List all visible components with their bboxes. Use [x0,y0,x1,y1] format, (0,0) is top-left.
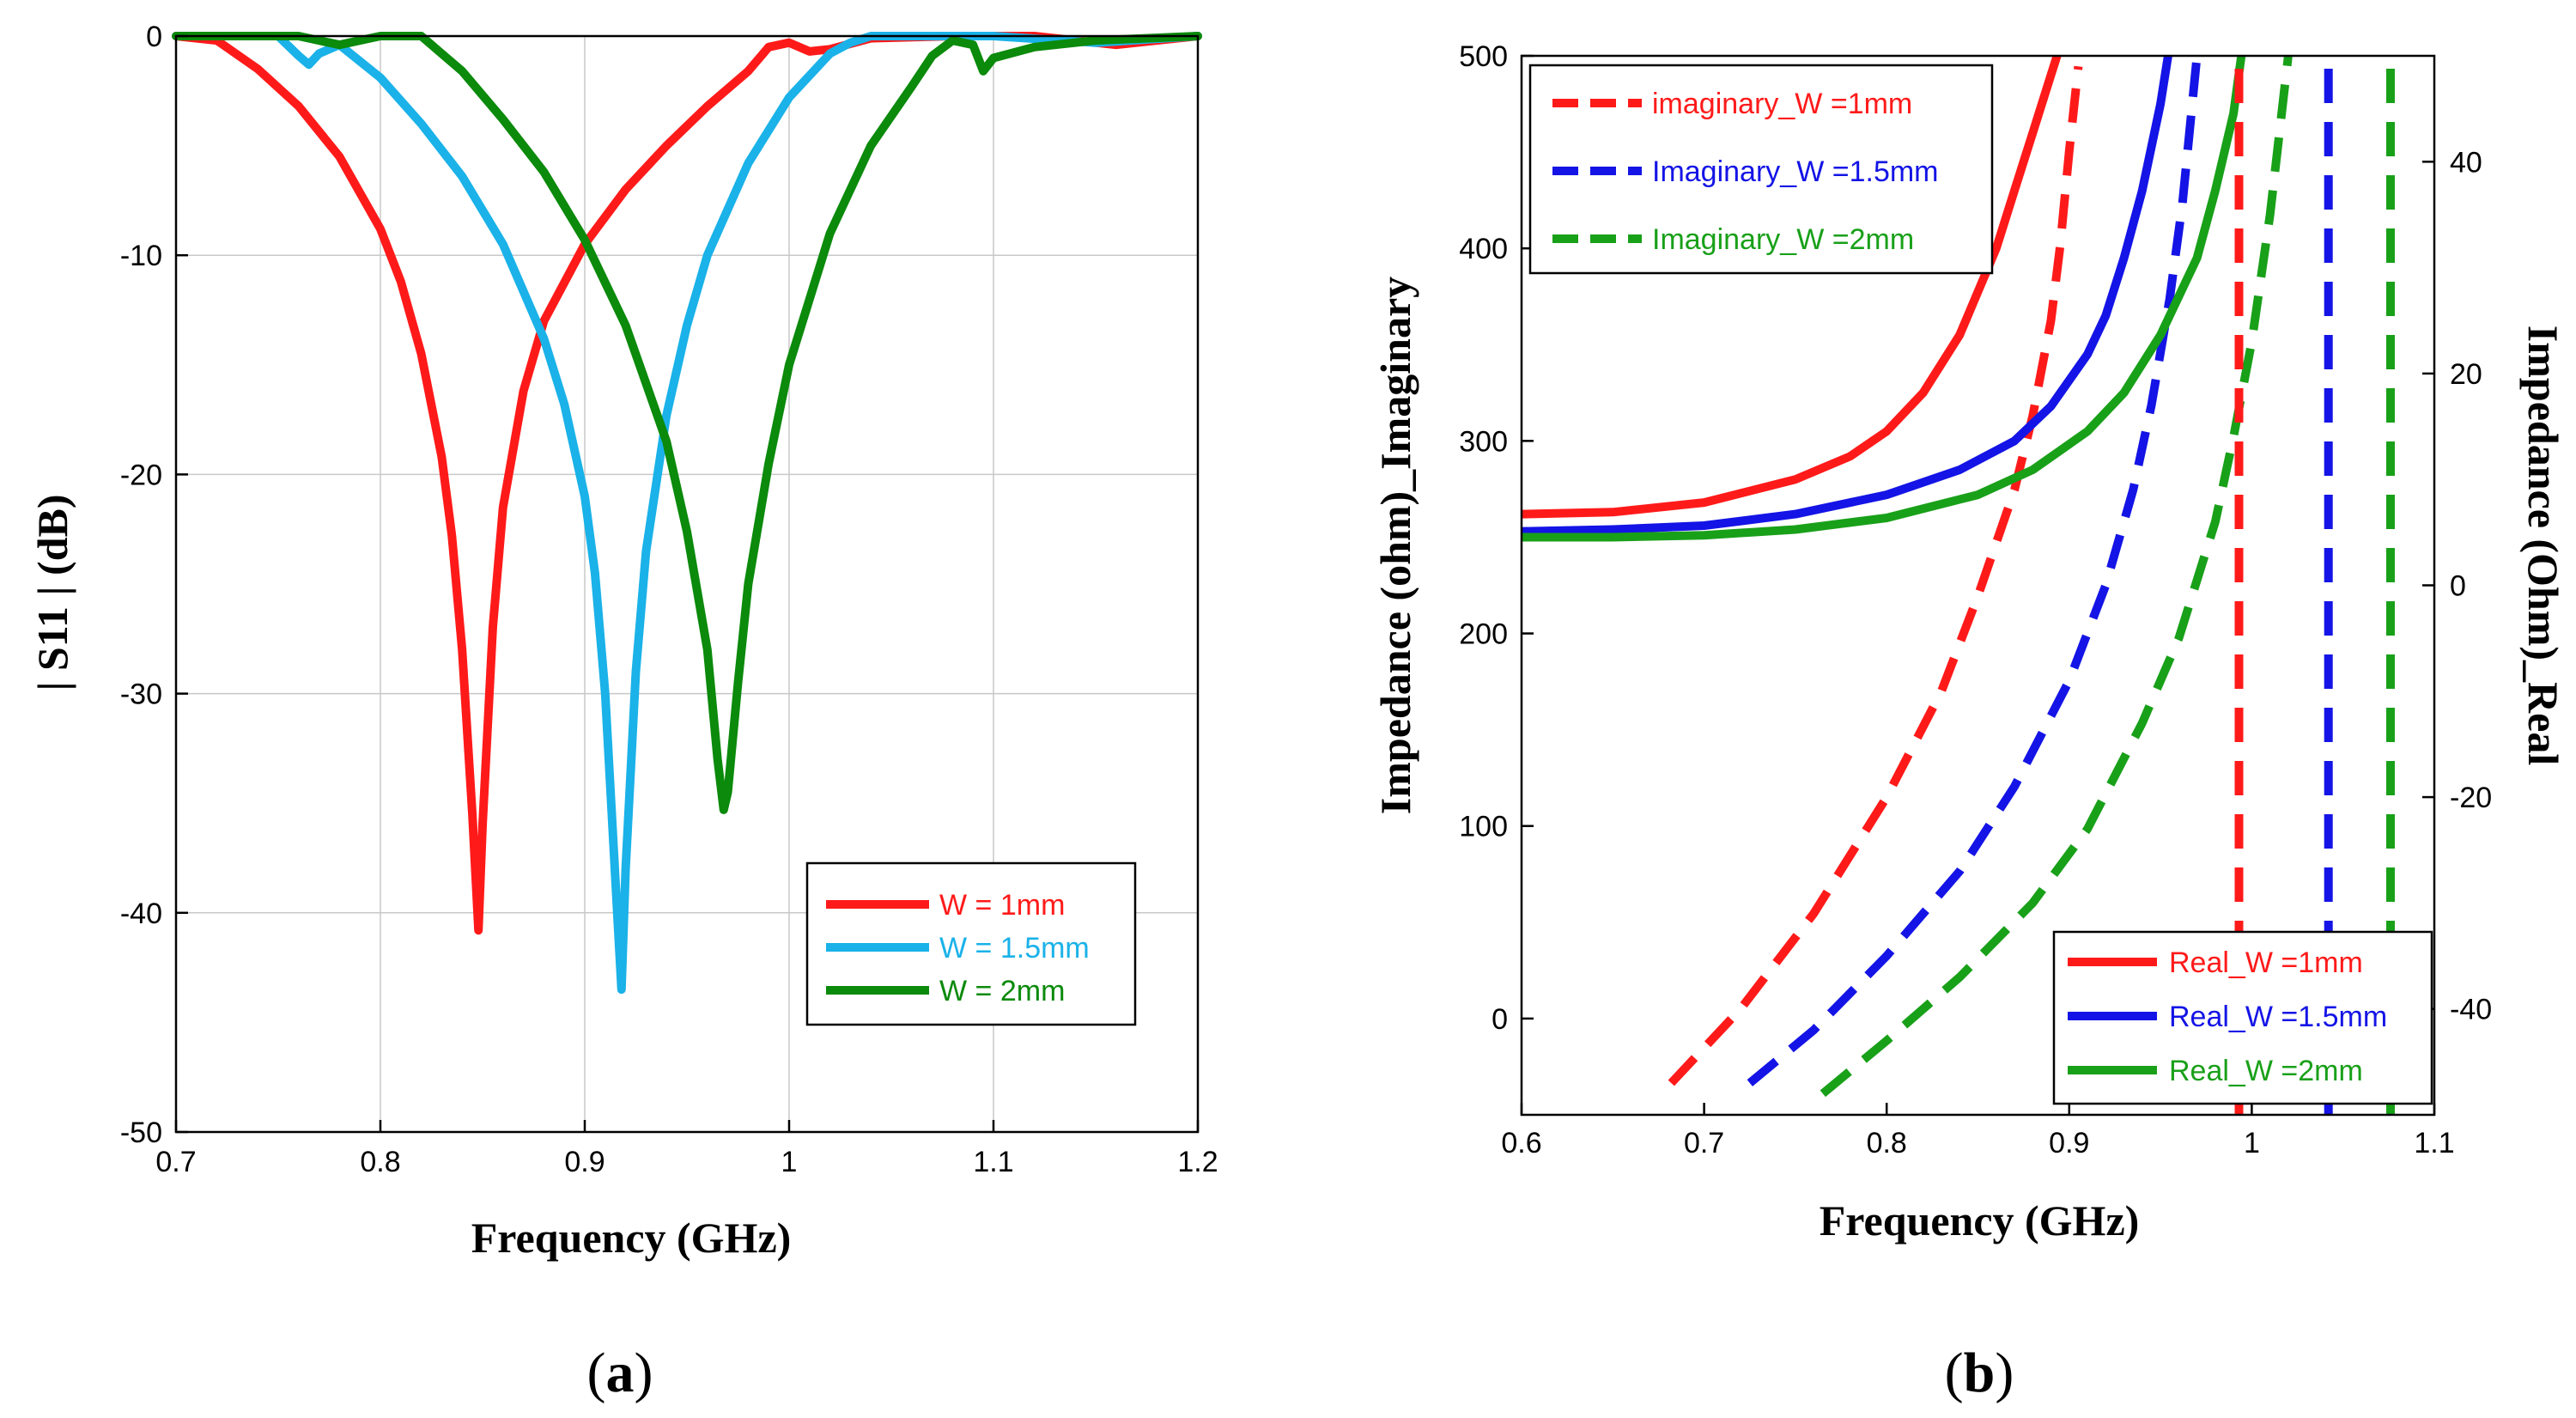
panel-b-left-y-tick-label: 0 [1492,1003,1508,1036]
panel-b-series-line-5 [1522,56,2172,536]
panel-b-right-y-tick-label: -40 [2450,994,2492,1026]
panel-a-y-axis-title: | S11 | (dB) [28,494,76,691]
panel-b-series-line-6 [1522,56,2246,542]
panel-b-right-y-tick-label: 0 [2450,570,2466,603]
panel-a-plot-frame [174,34,1200,1134]
panel-b-series-line-2 [1747,56,2202,1086]
panel-b-legend-label: Real_W =2mm [2169,1055,2363,1087]
panel-b-caption: (b) [1945,1342,2014,1404]
panel-b-legend-label: Imaginary_W =2mm [1652,223,1914,256]
panel-a-y-tick-label: -50 [120,1117,162,1149]
panel-a-series-line-1 [172,32,1202,935]
panel-a-y-tick-label: -20 [120,459,162,491]
panel-b-left-y-tick-label: 300 [1459,425,1508,458]
panel-a-y-ticks: 0 -10 -20 -30 -40 -50 [120,21,188,1149]
panel-a: 0.7 0.8 0.9 1 1.1 1.2 0 -10 -20 -30 -40 -50 Freque… [28,21,1218,1404]
panel-b-caption-letter: b [1964,1342,1996,1404]
panel-b-x-tick-label: 0.7 [1684,1127,1724,1159]
panel-a-caption-letter: a [606,1342,635,1404]
panel-b-x-tick-label: 0.6 [1501,1127,1541,1159]
panel-b-right-y-ticks: 40 20 0 -20 -40 [2422,146,2492,1026]
panel-a-grid [176,36,1198,1132]
panel-a-y-tick-label: -30 [120,679,162,711]
panel-a-x-tick-label: 1.2 [1177,1146,1218,1178]
panel-b-legend-top-left: imaginary_W =1mm Imaginary_W =1.5mm Imagin… [1528,64,1994,275]
panel-b-left-y-axis-title: Impedance (ohm)_Imaginary [1371,277,1419,814]
panel-a-series-line-3 [172,32,1202,814]
panel-b-x-tick-label: 1 [2244,1127,2260,1159]
panel-b-left-y-tick-label: 400 [1459,233,1508,265]
panel-a-x-tick-label: 0.8 [360,1146,400,1178]
panel-b-left-y-tick-label: 500 [1459,40,1508,73]
panel-b-left-y-tick-label: 200 [1459,618,1508,651]
panel-b-legend-label: Real_W =1.5mm [2169,1001,2387,1033]
panel-a-x-tick-label: 1 [781,1146,798,1178]
panel-a-x-ticks: 0.7 0.8 0.9 1 1.1 1.2 [155,1120,1218,1178]
panel-b-x-tick-label: 0.8 [1867,1127,1907,1159]
panel-b-x-tick-label: 1.1 [2414,1127,2454,1159]
panel-a-series-line-2 [172,32,1202,995]
panel-a-legend-label: W = 1.5mm [939,932,1090,965]
panel-b-legend-bottom-right: Real_W =1mm Real_W =1.5mm Real_W =2mm [2052,930,2433,1105]
panel-b-x-ticks: 0.6 0.7 0.8 0.9 1 1.1 [1501,1103,2455,1159]
panel-b-series-line-3 [1820,56,2293,1098]
panel-a-caption: (a) [587,1342,653,1404]
panel-a-legend-label: W = 2mm [939,975,1065,1007]
panel-b-series-line-4 [1522,56,2062,519]
panel-b-legend-label: Imaginary_W =1.5mm [1652,155,1939,188]
panel-b-x-axis-title: Frequency (GHz) [1820,1196,2140,1245]
panel-a-legend-label: W = 1mm [939,889,1065,922]
panel-a-legend: W = 1mm W = 1.5mm W = 2mm [805,861,1137,1026]
panel-a-y-tick-label: -40 [120,898,162,930]
panel-b-x-tick-label: 0.9 [2049,1127,2089,1159]
panel-a-x-tick-label: 1.1 [973,1146,1013,1178]
panel-b-left-y-tick-label: 100 [1459,811,1508,843]
panel-b-right-y-tick-label: 40 [2450,146,2482,179]
panel-a-y-tick-label: 0 [146,21,162,53]
panel-b-right-y-tick-label: -20 [2450,782,2492,814]
panel-b-right-y-axis-title: Impedance (Ohm)_Real [2519,326,2567,766]
panel-a-x-tick-label: 0.9 [564,1146,605,1178]
panel-a-x-axis-title: Frequency (GHz) [471,1214,792,1262]
panel-b-legend-label: imaginary_W =1mm [1652,88,1912,120]
panel-a-series [172,32,1202,995]
panel-a-x-tick-label: 0.7 [155,1146,196,1178]
panel-b-right-y-tick-label: 20 [2450,358,2482,391]
panel-b-legend-label: Real_W =1mm [2169,946,2363,979]
panel-a-y-tick-label: -10 [120,240,162,272]
